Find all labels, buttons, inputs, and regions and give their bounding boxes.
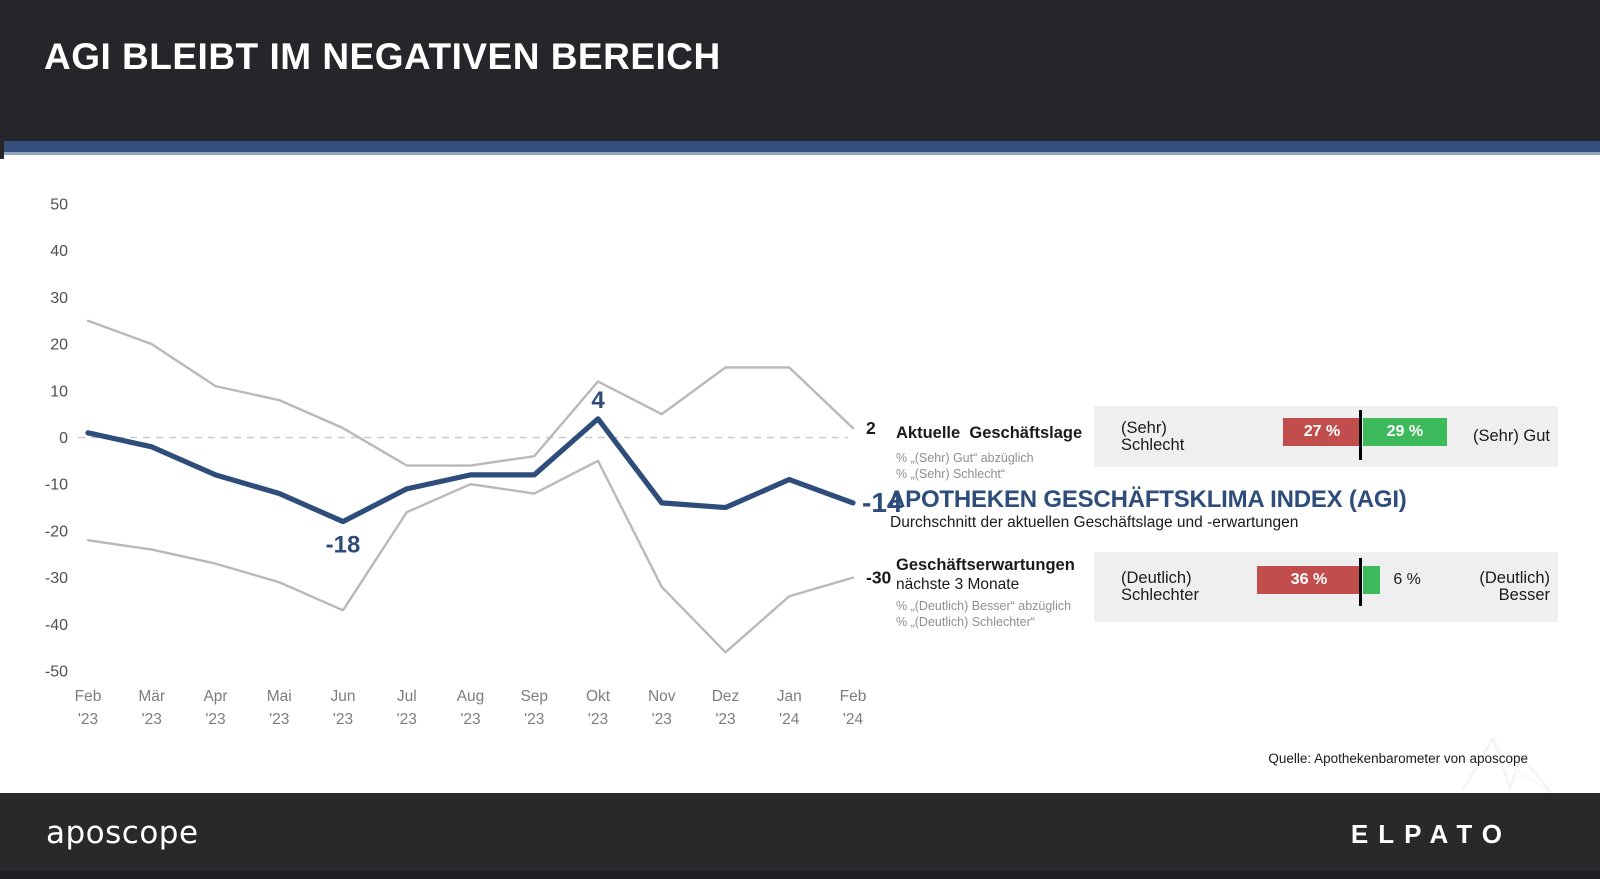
x-axis-month-label: Jul [397,688,417,705]
watermark-icon [1461,736,1552,793]
accent-bar [0,141,1600,155]
footer-bottom-strip [0,871,1600,879]
erwartungen-positive-value: 6 % [1393,571,1421,588]
x-axis-month-label: Aug [457,688,485,705]
lage-positive-value: 29 % [1386,423,1424,440]
agi-index-title: APOTHEKEN GESCHÄFTSKLIMA INDEX (AGI) [888,486,1407,513]
erwartungen-left-label: (Deutlich) Schlechter [1121,569,1199,604]
lage-block-title: Aktuelle Geschäftslage [896,424,1083,442]
footer: aposcope ELPATO [0,793,1600,879]
x-axis-year-label: '23 [78,711,98,728]
lage-block-formula: % „(Sehr) Gut“ abzüglich % „(Sehr) Schle… [896,450,1034,482]
agi-line-chart: 50 40 30 20 10 0 -10 -20 -30 -40 -50 Feb '23 Mär '23 Ap… [0,155,910,755]
y-axis-tick-label: -50 [45,664,68,681]
lage-formula-line2: % „(Sehr) Schlecht“ [896,467,1006,481]
lage-formula-line1: % „(Sehr) Gut“ abzüglich [896,451,1034,465]
lage-negative-value: 27 % [1303,423,1341,440]
x-axis-month-label: Okt [586,688,611,705]
agi-line [85,416,856,525]
y-axis-tick-label: 40 [50,243,68,260]
agi-index-subtitle: Durchschnitt der aktuellen Geschäftslage… [890,514,1299,531]
x-axis-month-label: Mai [267,688,292,705]
x-axis-month-label: Feb [840,688,867,705]
x-axis-year-label: '23 [652,711,672,728]
erwartungen-negative-value: 36 % [1290,571,1328,588]
x-axis-month-label: Nov [648,688,676,705]
lage-left-label: (Sehr) Schlecht [1121,419,1185,454]
x-axis-year-label: '23 [524,711,544,728]
erwartungen-panel: (Deutlich) Schlechter 36 % 6 % (Deutlich… [1094,552,1558,622]
erwartungen-formula-line2: % „(Deutlich) Schlechter“ [896,615,1035,629]
x-axis-month-label: Jan [777,688,802,705]
lage-right-label: (Sehr) Gut [1472,427,1550,445]
x-axis-month-label: Mär [138,688,165,705]
y-axis-tick-label: 20 [50,337,68,354]
x-axis-year-label: '23 [715,711,735,728]
lage-panel: (Sehr) Schlecht 27 % 29 % (Sehr) Gut [1094,406,1558,467]
left-edge-notch [0,141,4,159]
x-axis-month-label: Jun [331,688,356,705]
x-axis-year-label: '23 [460,711,480,728]
page-title: AGI BLEIBT IM NEGATIVEN BEREICH [44,36,721,77]
x-axis-year-label: '24 [779,711,800,728]
x-axis-month-label: Sep [520,688,548,705]
erwartungen-block-subtitle: nächste 3 Monate [896,576,1020,593]
x-axis-month-label: Apr [203,688,227,705]
x-axis-year-label: '23 [142,711,162,728]
data-point-label: -14 [862,487,903,518]
erwartungen-negative-bar: 36 % [1256,566,1361,594]
chart-canvas: 50 40 30 20 10 0 -10 -20 -30 -40 -50 Feb '23 Mär '23 Ap… [45,197,903,729]
x-axis-year-label: '23 [333,711,353,728]
y-axis-tick-label: 30 [50,290,68,307]
y-axis-tick-label: -20 [45,523,68,540]
y-axis-tick-label: -10 [45,477,68,494]
lage-positive-bar: 29 % [1363,418,1447,446]
erwartungen-zero-divider [1359,558,1362,606]
aposcope-logo: aposcope [46,815,199,851]
lage-negative-bar: 27 % [1282,418,1361,446]
y-axis-tick-label: -30 [45,570,68,587]
erwartungen-block-title: Geschäftserwartungen [896,556,1075,574]
x-axis-month-label: Dez [712,688,740,705]
data-point-label: -18 [326,532,361,559]
x-axis-year-label: '23 [269,711,289,728]
y-axis-tick-label: 50 [50,197,68,214]
x-axis-year-label: '23 [397,711,417,728]
data-point-label: 4 [591,387,605,414]
erwartungen-right-label: (Deutlich) Besser [1479,569,1550,604]
y-axis-tick-label: 0 [59,430,68,447]
elpato-logo: ELPATO [1350,819,1512,849]
source-note: Quelle: Apothekenbarometer von aposcope [1268,751,1528,766]
lage-line [86,319,855,467]
lage-zero-divider [1359,410,1362,460]
x-axis-year-label: '23 [205,711,225,728]
x-axis-month-label: Feb [75,688,102,705]
erwartungen-line [86,459,855,654]
erwartungen-formula-line1: % „(Deutlich) Besser“ abzüglich [896,599,1072,613]
erwartungen-block-formula: % „(Deutlich) Besser“ abzüglich % „(Deut… [896,598,1071,630]
x-axis-year-label: '24 [843,711,864,728]
y-axis-tick-label: -40 [45,617,68,634]
y-axis-tick-label: 10 [50,383,68,400]
data-point-label: -30 [866,568,892,588]
x-axis-year-label: '23 [588,711,608,728]
data-point-label: 2 [866,418,876,438]
erwartungen-positive-bar [1363,566,1381,594]
header: AGI BLEIBT IM NEGATIVEN BEREICH [0,0,1600,141]
